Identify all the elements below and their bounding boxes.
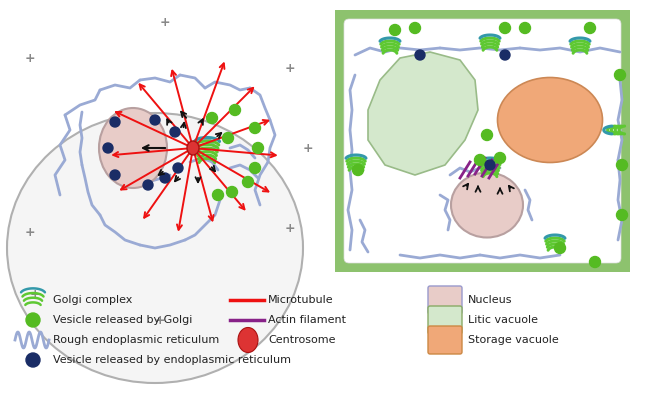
Circle shape [584, 23, 595, 34]
Text: +: + [25, 225, 35, 238]
Circle shape [143, 180, 153, 190]
Circle shape [615, 70, 626, 80]
Circle shape [26, 313, 40, 327]
Circle shape [223, 133, 233, 143]
Ellipse shape [187, 141, 199, 155]
Text: Golgi complex: Golgi complex [53, 295, 132, 305]
Text: Microtubule: Microtubule [268, 295, 333, 305]
Circle shape [160, 173, 170, 183]
Ellipse shape [238, 327, 258, 352]
Text: Vesicle released by endoplasmic reticulum: Vesicle released by endoplasmic reticulu… [53, 355, 291, 365]
Text: Litic vacuole: Litic vacuole [468, 315, 538, 325]
Circle shape [110, 117, 120, 127]
Ellipse shape [451, 173, 523, 238]
Circle shape [170, 127, 180, 137]
Circle shape [226, 187, 237, 198]
Circle shape [617, 209, 628, 221]
Text: Actin filament: Actin filament [268, 315, 346, 325]
Text: +: + [155, 314, 165, 326]
Polygon shape [368, 52, 478, 175]
Circle shape [230, 105, 241, 116]
Circle shape [206, 112, 217, 124]
Text: +: + [284, 61, 295, 74]
FancyBboxPatch shape [428, 326, 462, 354]
Circle shape [150, 115, 160, 125]
Circle shape [475, 154, 486, 166]
Circle shape [519, 23, 530, 34]
Text: Vesicle released by Golgi: Vesicle released by Golgi [53, 315, 192, 325]
Circle shape [250, 162, 261, 173]
Circle shape [212, 190, 224, 200]
Circle shape [243, 177, 253, 187]
FancyBboxPatch shape [335, 10, 630, 272]
Text: +: + [30, 289, 40, 301]
Circle shape [353, 164, 364, 175]
Text: +: + [303, 141, 313, 154]
Circle shape [485, 160, 495, 170]
Circle shape [410, 23, 421, 34]
Circle shape [415, 50, 425, 60]
FancyBboxPatch shape [344, 19, 621, 263]
Text: +: + [25, 51, 35, 65]
Circle shape [495, 152, 506, 164]
Circle shape [500, 50, 510, 60]
Text: +: + [160, 15, 170, 29]
Ellipse shape [99, 108, 167, 188]
Text: +: + [284, 221, 295, 234]
Circle shape [173, 163, 183, 173]
Circle shape [103, 143, 113, 153]
Circle shape [590, 257, 600, 268]
Ellipse shape [7, 113, 303, 383]
Circle shape [555, 242, 566, 253]
Circle shape [110, 170, 120, 180]
Text: Storage vacuole: Storage vacuole [468, 335, 559, 345]
Text: Centrosome: Centrosome [268, 335, 335, 345]
Text: Nucleus: Nucleus [468, 295, 513, 305]
Circle shape [252, 143, 264, 154]
Circle shape [499, 23, 510, 34]
Circle shape [250, 122, 261, 133]
Circle shape [617, 160, 628, 171]
Ellipse shape [497, 78, 602, 162]
Circle shape [26, 353, 40, 367]
Circle shape [482, 129, 493, 141]
Circle shape [390, 25, 401, 36]
FancyBboxPatch shape [428, 306, 462, 334]
Text: Rough endoplasmic reticulum: Rough endoplasmic reticulum [53, 335, 219, 345]
FancyBboxPatch shape [428, 286, 462, 314]
